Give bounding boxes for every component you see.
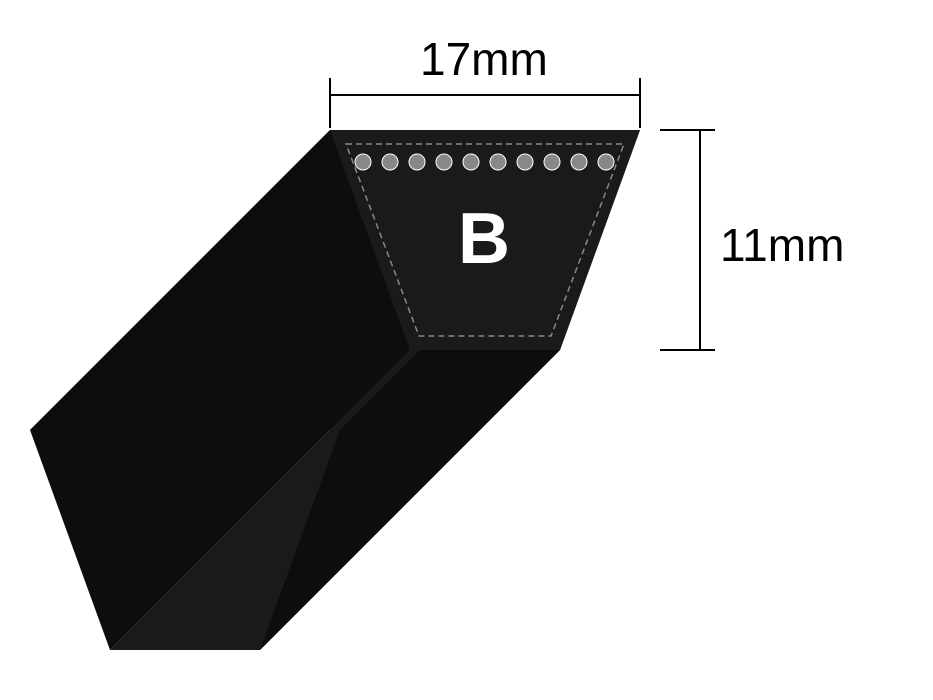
height-label: 11mm — [720, 218, 844, 272]
belt-letter: B — [458, 198, 510, 280]
belt-svg — [0, 0, 933, 700]
height-dimension — [660, 130, 715, 350]
width-label: 17mm — [420, 32, 548, 86]
diagram-canvas: 17mm 11mm B — [0, 0, 933, 700]
